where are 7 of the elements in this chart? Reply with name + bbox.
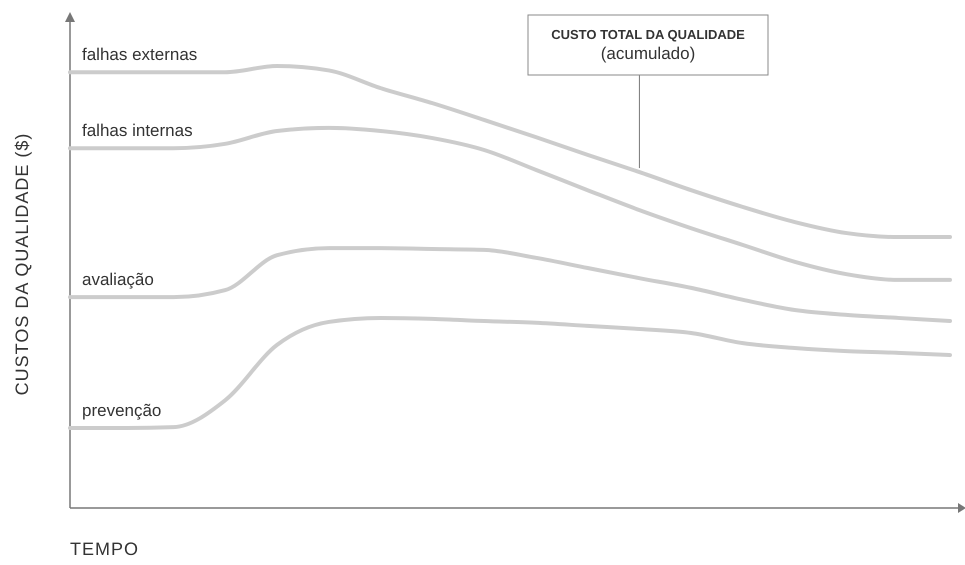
x-axis-title: TEMPO <box>70 539 140 559</box>
series-label: prevenção <box>82 401 162 420</box>
series-label: falhas externas <box>82 45 198 64</box>
series-label: avaliação <box>82 270 154 290</box>
text: CUSTO TOTAL DA QUALIDADE (acumulado) <box>551 27 746 63</box>
series-label: falhas internas <box>82 121 193 140</box>
y-axis-title: CUSTOS DA QUALIDADE ($) <box>12 132 32 396</box>
